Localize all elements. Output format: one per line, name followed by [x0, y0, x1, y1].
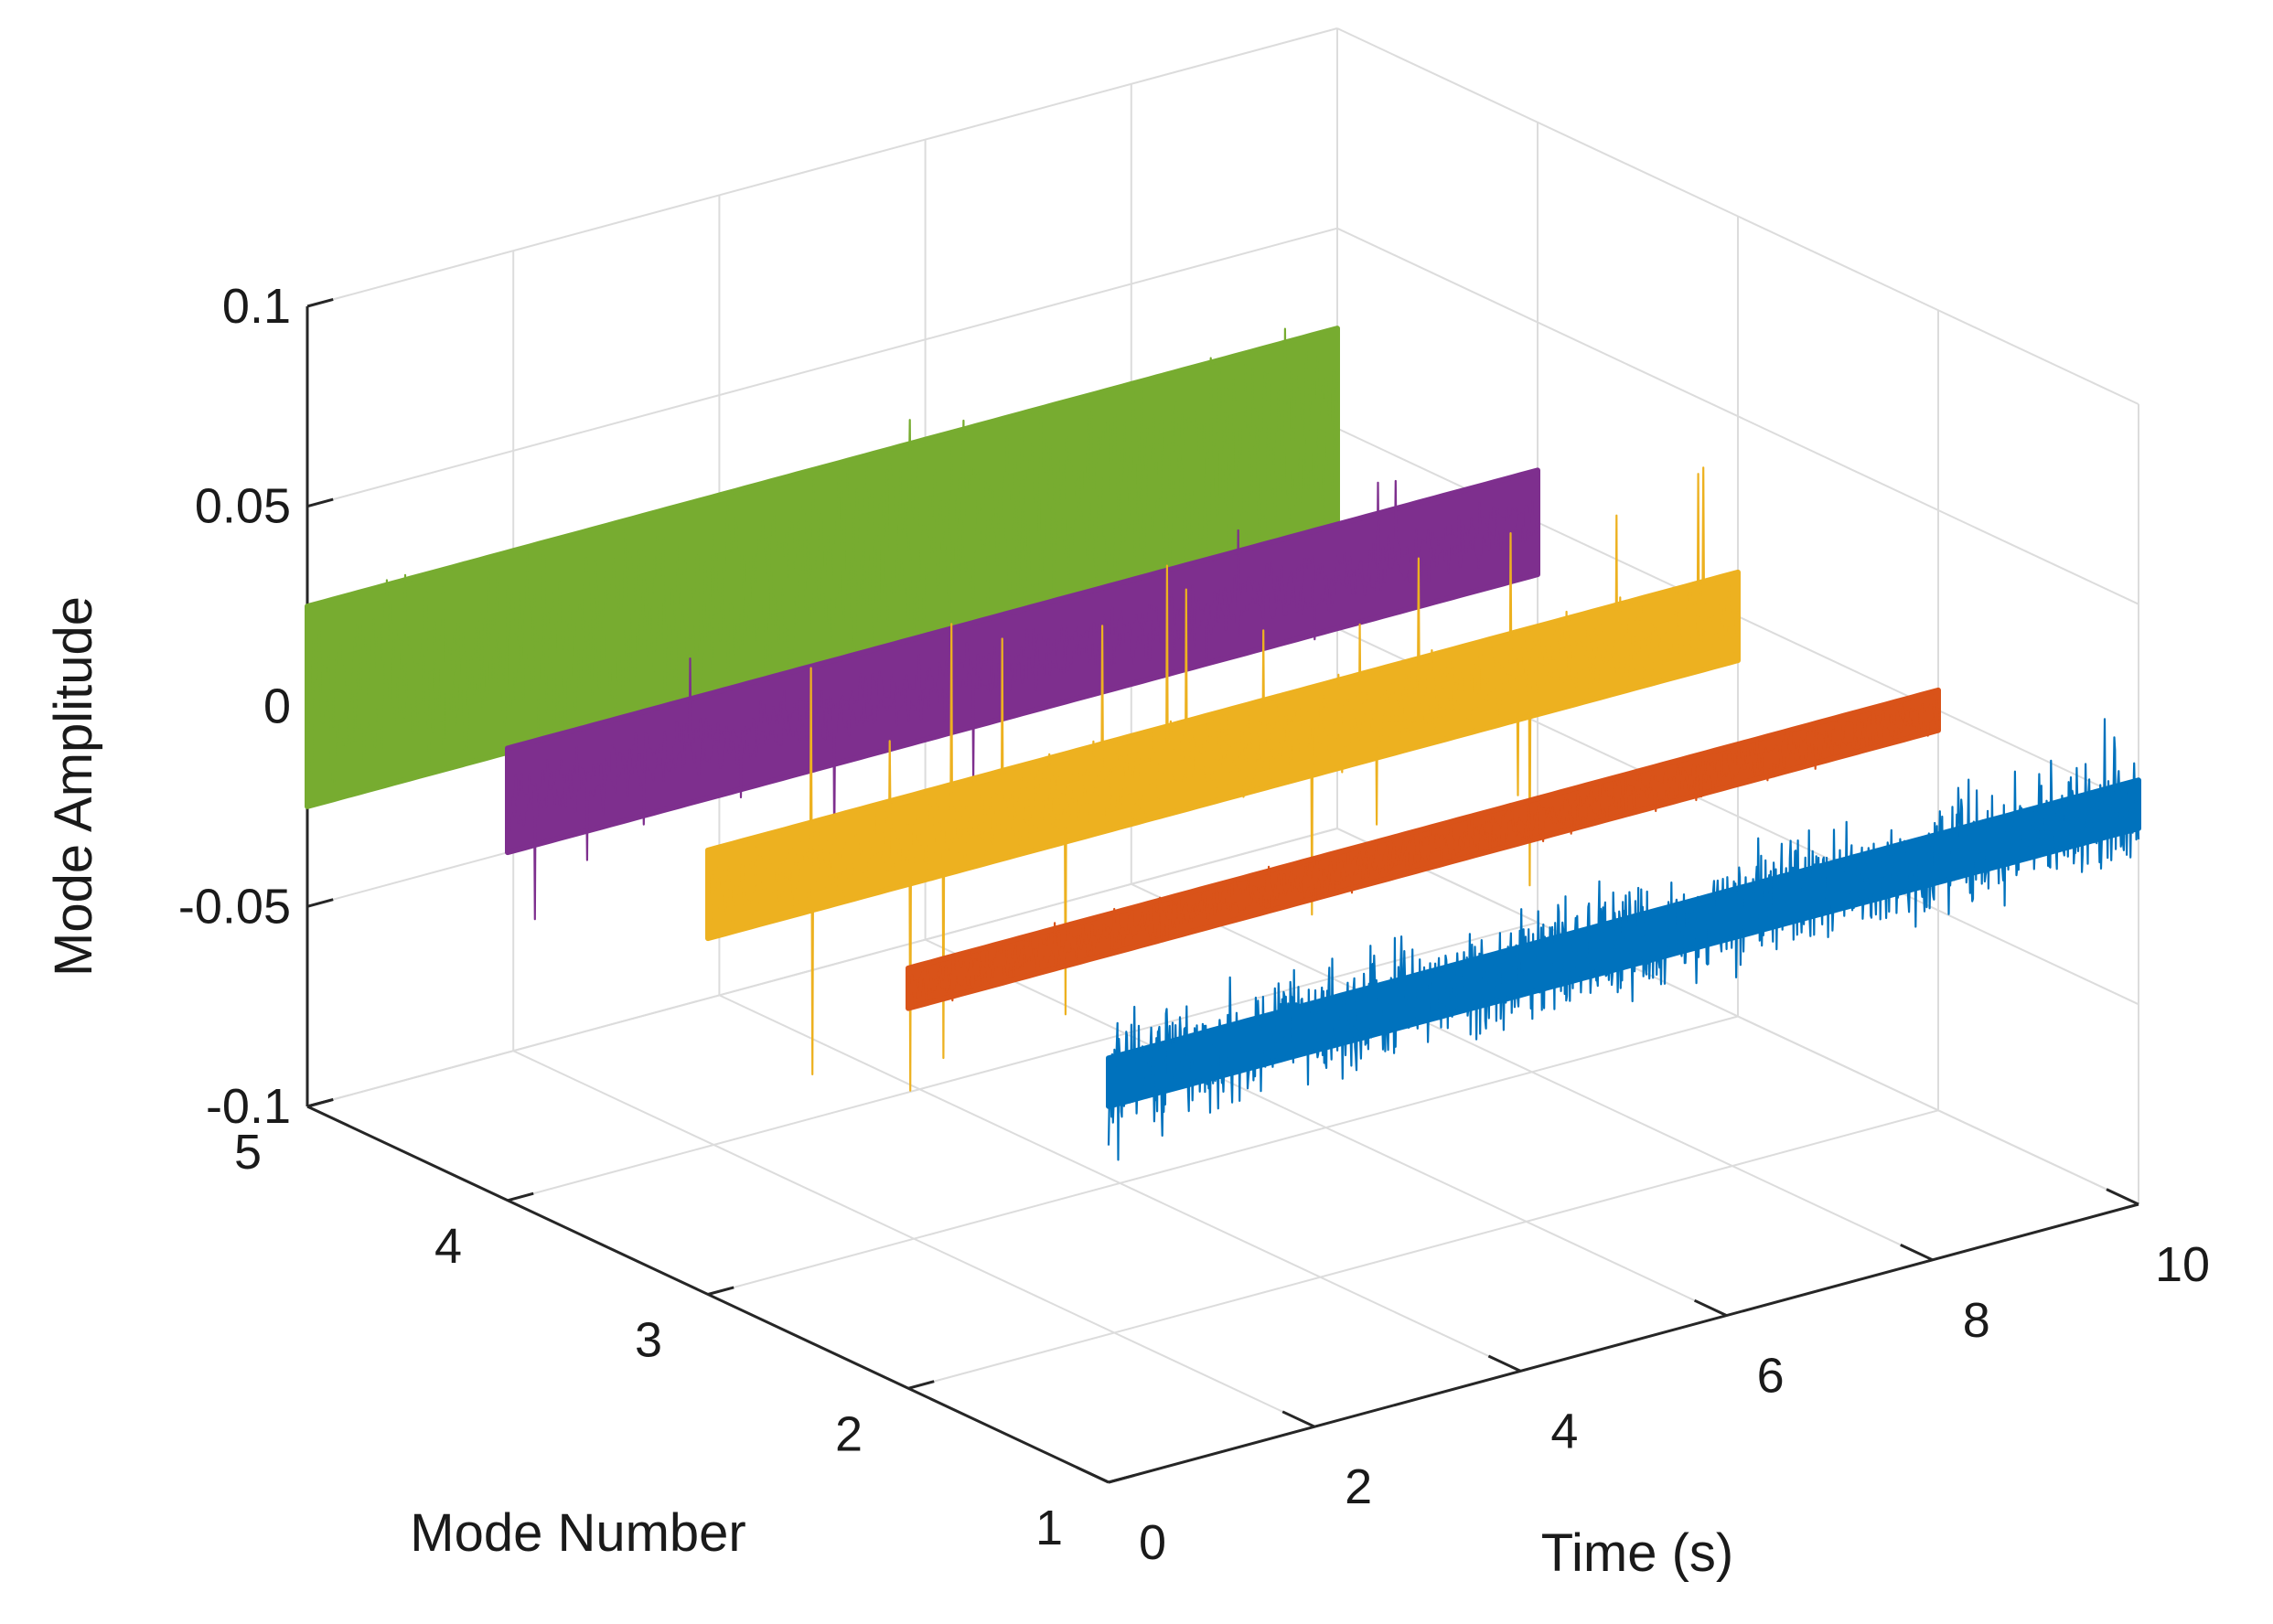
x-tick [1076, 1466, 1110, 1484]
backwall-gridline-z [306, 227, 1338, 508]
series-mode-3 [705, 466, 1741, 1092]
series-mode-1 [1106, 718, 2141, 1161]
sidewall-gridline-z [1336, 27, 2139, 405]
series-trace [906, 697, 1940, 1008]
axis-layer: -0.1 -0.05 0 0.05 0.1 1 2 3 4 5 0 2 4 6 8 10 [178, 279, 2210, 1570]
x-tick [2106, 1188, 2139, 1206]
x-tick-label: 4 [1550, 1404, 1578, 1458]
x-tick [1900, 1244, 1934, 1262]
z-tick [306, 898, 334, 908]
x-tick-label: 10 [2155, 1237, 2210, 1292]
backwall-gridline-z [306, 27, 1338, 307]
z-tick-label: 0.1 [222, 279, 291, 334]
x-tick [1487, 1354, 1522, 1373]
y-tick-label: 3 [635, 1313, 662, 1368]
y-tick [1108, 1473, 1135, 1484]
floor-gridline-y [507, 921, 1539, 1202]
y-axis-title: Mode Number [410, 1503, 745, 1563]
series-trace [706, 466, 1740, 1092]
sidewall-gridline-z [1336, 227, 2139, 605]
floor-gridline-y [707, 1015, 1739, 1296]
z-tick [306, 497, 334, 508]
x-tick-label: 0 [1139, 1515, 1166, 1570]
z-axis-title: Mode Amplitude [44, 596, 103, 977]
z-tick-label: 0 [263, 679, 291, 734]
y-tick [507, 1191, 534, 1202]
series-layer [305, 326, 2141, 1161]
z-tick-label: -0.1 [206, 1079, 291, 1134]
x-tick-label: 6 [1757, 1349, 1785, 1404]
series-trace [506, 479, 1539, 921]
z-tick-label: -0.05 [178, 879, 291, 934]
y-tick-label: 1 [1035, 1501, 1063, 1555]
x-tick-label: 8 [1963, 1293, 1990, 1348]
z-tick [306, 297, 334, 308]
y-tick [306, 1097, 334, 1108]
x-axis-line [1108, 1202, 2139, 1484]
y-tick [707, 1286, 734, 1296]
sidewall-gridline-z [1336, 828, 2139, 1205]
series-trace [306, 327, 1339, 786]
y-tick-label: 2 [835, 1406, 863, 1461]
y-tick [907, 1380, 935, 1390]
y-tick-label: 4 [434, 1219, 462, 1274]
y-tick-label: 5 [234, 1125, 262, 1180]
series-trace [1107, 718, 2140, 1161]
x-tick [1693, 1298, 1728, 1317]
series-mode-4 [505, 467, 1540, 921]
x-axis-title: Time (s) [1541, 1523, 1733, 1583]
series-mode-2 [906, 687, 1941, 1011]
backwall-gridline-z [306, 828, 1338, 1107]
x-tick-label: 2 [1345, 1459, 1372, 1514]
label-layer: Mode Amplitude Mode Number Time (s) [44, 596, 1733, 1583]
x-tick [1281, 1410, 1315, 1428]
floor-gridline-y [907, 1109, 1939, 1390]
z-tick-label: 0.05 [195, 479, 291, 534]
